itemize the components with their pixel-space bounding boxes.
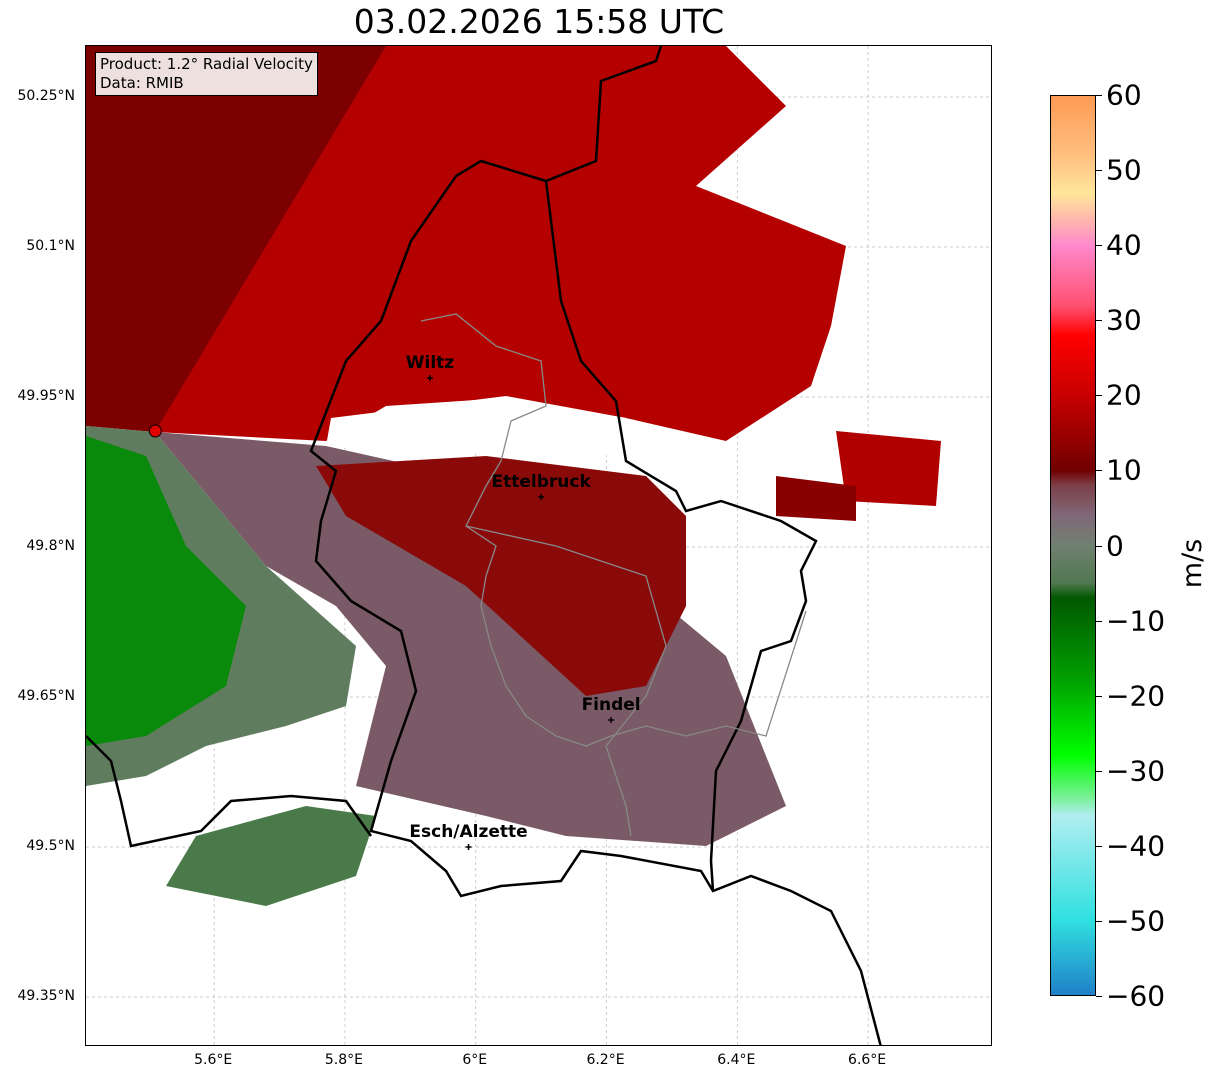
colorbar-tick-label: 60 bbox=[1106, 78, 1142, 112]
colorbar-tick-label: −10 bbox=[1106, 604, 1166, 638]
colorbar-tick bbox=[1096, 620, 1102, 622]
colorbar-tick-label: −20 bbox=[1106, 679, 1166, 713]
x-tick-label: 6.4°E bbox=[717, 1052, 756, 1068]
colorbar-tick bbox=[1096, 245, 1102, 247]
y-tick-label: 50.25°N bbox=[17, 88, 75, 104]
country-border bbox=[309, 46, 882, 1045]
colorbar-tick-label: 20 bbox=[1106, 378, 1142, 412]
y-tick-label: 50.1°N bbox=[26, 238, 75, 254]
x-tick-label: 5.8°E bbox=[324, 1052, 364, 1068]
colorbar-tick-label: 30 bbox=[1106, 303, 1142, 337]
city-markers: Wiltz Ettelbruck Findel Esch/Alzette bbox=[406, 353, 641, 850]
radar-echo-red-east2 bbox=[776, 476, 856, 521]
luxembourg-east-border bbox=[544, 180, 818, 892]
figure-title: 03.02.2026 15:58 UTC bbox=[353, 2, 725, 41]
colorbar-tick-label: −50 bbox=[1106, 904, 1166, 938]
colorbar-tick-label: 0 bbox=[1106, 529, 1124, 562]
colorbar-tick-label: 40 bbox=[1106, 228, 1142, 262]
colorbar-unit-label: m/s bbox=[1177, 538, 1207, 589]
colorbar-tick-label: −60 bbox=[1106, 979, 1166, 1013]
radar-map: Wiltz Ettelbruck Findel Esch/Alzette bbox=[86, 46, 991, 1045]
colorbar-tick bbox=[1096, 845, 1102, 847]
city-marker-icon bbox=[465, 844, 472, 850]
colorbar-tick-label: 10 bbox=[1106, 453, 1142, 487]
city-label: Esch/Alzette bbox=[409, 822, 527, 842]
radar-echo-red-east bbox=[836, 431, 941, 506]
colorbar-tick bbox=[1096, 320, 1102, 322]
radar-echo-darkred-central bbox=[316, 456, 686, 696]
x-tick-label: 5.6°E bbox=[194, 1052, 233, 1068]
canton-borders bbox=[420, 313, 807, 837]
colorbar-tick bbox=[1096, 395, 1102, 397]
colorbar-tick-label: −40 bbox=[1106, 829, 1166, 863]
city-marker-icon bbox=[426, 375, 433, 381]
radar-echo-green-south bbox=[166, 806, 376, 906]
colorbar-tick bbox=[1096, 470, 1102, 472]
colorbar-tick-label: 50 bbox=[1106, 153, 1142, 187]
y-tick-label: 49.35°N bbox=[17, 988, 75, 1004]
y-tick-label: 49.5°N bbox=[26, 838, 75, 854]
x-tick-label: 6.2°E bbox=[586, 1052, 625, 1068]
radar-echo-green bbox=[86, 436, 246, 746]
y-tick-label: 49.95°N bbox=[17, 388, 75, 404]
city-marker-icon bbox=[538, 494, 545, 500]
colorbar-tick bbox=[1096, 920, 1102, 922]
x-tick-label: 6°E bbox=[462, 1052, 488, 1068]
colorbar-tick bbox=[1096, 545, 1102, 547]
radar-echo-mauve bbox=[155, 432, 786, 846]
city-label: Wiltz bbox=[406, 353, 455, 373]
radar-site-marker bbox=[148, 424, 162, 438]
colorbar-tick bbox=[1096, 95, 1102, 96]
product-info-box: Product: 1.2° Radial Velocity Data: RMIB bbox=[95, 52, 318, 96]
radar-echo-darkred-nw bbox=[86, 46, 386, 432]
colorbar-tick-label: −30 bbox=[1106, 754, 1166, 788]
x-tick-label: 6.6°E bbox=[848, 1052, 887, 1068]
colorbar-tick bbox=[1096, 170, 1102, 172]
colorbar-tick bbox=[1096, 770, 1102, 772]
radar-echo-gap bbox=[326, 396, 626, 456]
product-label: Product: 1.2° Radial Velocity bbox=[100, 55, 313, 73]
france-belgium-border bbox=[86, 735, 373, 848]
data-source-label: Data: RMIB bbox=[100, 74, 184, 92]
colorbar-tick bbox=[1096, 996, 1102, 997]
colorbar-tick bbox=[1096, 695, 1102, 697]
y-tick-label: 49.65°N bbox=[17, 688, 75, 704]
city-label: Ettelbruck bbox=[492, 472, 592, 492]
colorbar bbox=[1050, 95, 1096, 996]
map-plot: Wiltz Ettelbruck Findel Esch/Alzette bbox=[85, 45, 992, 1046]
y-tick-label: 49.8°N bbox=[26, 538, 75, 554]
city-label: Findel bbox=[582, 695, 641, 715]
city-marker-icon bbox=[608, 717, 615, 723]
